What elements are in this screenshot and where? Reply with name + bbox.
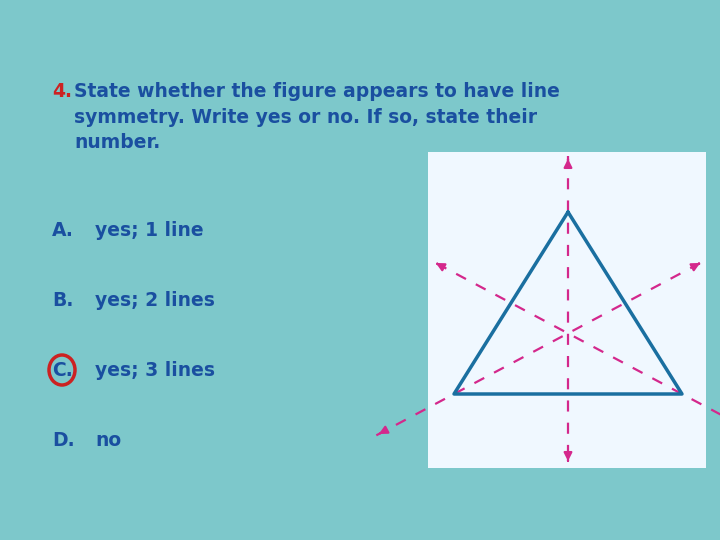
Text: C.: C. (52, 361, 73, 380)
Text: 4.: 4. (52, 82, 72, 101)
Text: State whether the figure appears to have line
symmetry. Write yes or no. If so, : State whether the figure appears to have… (74, 82, 560, 152)
Text: B.: B. (52, 291, 73, 309)
Text: A.: A. (52, 220, 74, 240)
Text: D.: D. (52, 430, 75, 449)
Bar (428, 152, 706, 468)
Text: yes; 2 lines: yes; 2 lines (95, 291, 215, 309)
Text: no: no (95, 430, 121, 449)
Text: yes; 1 line: yes; 1 line (95, 220, 204, 240)
Text: yes; 3 lines: yes; 3 lines (95, 361, 215, 380)
